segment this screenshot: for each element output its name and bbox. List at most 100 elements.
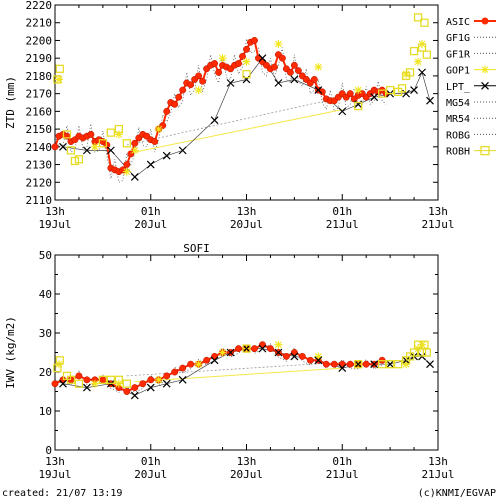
legend-marker (481, 17, 489, 25)
robh-point (420, 18, 429, 27)
footer-credit: (c)KNMI/EGVAP (418, 488, 496, 499)
y-tick-label: 2160 (26, 105, 53, 118)
y-tick-label: 2210 (26, 17, 53, 30)
asic-point (151, 138, 159, 145)
asic-point (123, 161, 131, 168)
x-tick-hour: 01h (141, 205, 161, 218)
robh-point (393, 360, 403, 369)
asic-point (171, 100, 179, 108)
robh-point (417, 348, 427, 357)
legend: ASIC GF1G GF1R GOP1 LPT_ MG54 MR54 ROBG ROBH (446, 17, 496, 158)
asic-point (235, 60, 242, 67)
asic-point (211, 60, 219, 67)
robh-point (385, 85, 395, 95)
x-tick-date: 21Jul (326, 218, 359, 231)
x-tick-hour: 13h (237, 455, 257, 468)
y-axis-label: ZTD (mm) (4, 76, 17, 129)
legend-marker (481, 65, 489, 74)
x-tick-date: 20Jul (230, 468, 263, 481)
asic-point (195, 72, 203, 80)
lpt-point (82, 383, 91, 392)
legend-label: ROBG (446, 130, 470, 141)
robh-point (385, 360, 395, 369)
robh-point (409, 46, 419, 56)
asic-point (139, 380, 147, 388)
legend-label: GF1G (446, 33, 470, 44)
asic-point (83, 376, 91, 384)
lpt-point (242, 344, 251, 353)
trend-line (134, 367, 343, 383)
asic-point (306, 356, 314, 364)
asic-point (215, 68, 223, 76)
gop1-point (274, 40, 283, 48)
robh-point (405, 68, 415, 77)
asic-point (203, 356, 211, 364)
y-tick-label: 50 (39, 249, 52, 262)
lpt-point (338, 364, 347, 373)
asic-point (179, 364, 187, 372)
robh-point (413, 13, 423, 22)
lpt-point (162, 379, 171, 388)
x-tick-date: 21Jul (421, 468, 454, 481)
asic-point (270, 63, 278, 71)
gop1-point (90, 142, 99, 151)
lpt-point (274, 348, 283, 357)
chart-title: SOFI (183, 242, 210, 255)
x-tick-hour: 01h (332, 205, 352, 218)
y-tick-label: 2220 (26, 0, 53, 12)
asic-point (362, 360, 370, 368)
robh-point (122, 139, 131, 148)
asic-point (330, 360, 338, 368)
asic-point (131, 384, 139, 392)
lpt-point (146, 383, 155, 392)
legend-label: GF1R (446, 49, 471, 60)
robh-point (55, 64, 64, 73)
asic-point (199, 77, 207, 85)
gop1-point (314, 63, 323, 72)
gop1-point (154, 375, 163, 384)
asic-point (346, 360, 354, 368)
lpt-point (314, 86, 323, 95)
asic-point (51, 380, 59, 388)
robh-point (55, 356, 64, 365)
y-tick-label: 40 (39, 288, 52, 301)
x-tick-date: 20Jul (230, 218, 263, 231)
robh-point (53, 75, 62, 84)
y-tick-label: 2130 (26, 159, 53, 172)
asic-point (294, 67, 302, 75)
lpt-point (226, 79, 235, 87)
y-tick-label: 2120 (26, 176, 53, 189)
asic-point (187, 81, 195, 89)
lpt-point (410, 86, 418, 95)
robh-point (377, 360, 387, 369)
gop1-point (130, 146, 139, 155)
robh-point (62, 130, 72, 139)
x-tick-hour: 01h (332, 455, 352, 468)
asic-point (163, 107, 171, 115)
asic-point (131, 139, 139, 147)
y-tick-label: 0 (45, 444, 52, 457)
y-tick-label: 30 (39, 327, 52, 340)
robh-point (74, 155, 84, 164)
lpt-point (426, 96, 434, 105)
asic-point (251, 37, 258, 44)
robh-point (397, 84, 407, 93)
y-tick-label: 2190 (26, 52, 53, 65)
x-tick-hour: 13h (237, 205, 257, 218)
x-tick-date: 21Jul (421, 218, 454, 231)
asic-point (251, 345, 258, 353)
asic-point (282, 352, 290, 360)
asic-point (298, 352, 306, 360)
legend-label: ROBH (446, 147, 470, 158)
gop1-point (414, 57, 423, 66)
x-tick-hour: 01h (141, 455, 161, 468)
y-tick-label: 20 (39, 366, 52, 379)
gop1-point (354, 86, 363, 95)
robh-point (242, 69, 251, 79)
legend-label: GOP1 (446, 66, 470, 77)
robh-point (377, 89, 387, 98)
robh-point (122, 379, 131, 388)
lpt-series-line (62, 57, 431, 178)
